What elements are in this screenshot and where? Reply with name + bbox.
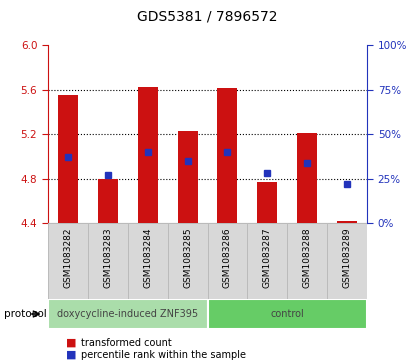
- Bar: [257, 182, 277, 223]
- Text: percentile rank within the sample: percentile rank within the sample: [81, 350, 246, 360]
- Bar: [168, 223, 208, 299]
- Bar: [128, 223, 168, 299]
- Bar: [247, 223, 287, 299]
- Bar: [48, 299, 208, 329]
- Text: ■: ■: [66, 338, 77, 348]
- Bar: [98, 179, 117, 223]
- Bar: [327, 223, 367, 299]
- Text: control: control: [271, 309, 304, 319]
- Text: protocol: protocol: [4, 309, 47, 319]
- Bar: [58, 95, 78, 223]
- Text: GSM1083287: GSM1083287: [263, 227, 272, 288]
- Text: GSM1083284: GSM1083284: [143, 227, 152, 287]
- Bar: [298, 133, 317, 223]
- Text: GSM1083289: GSM1083289: [343, 227, 352, 288]
- Text: doxycycline-induced ZNF395: doxycycline-induced ZNF395: [57, 309, 198, 319]
- Bar: [208, 223, 247, 299]
- Bar: [178, 131, 198, 223]
- Bar: [287, 223, 327, 299]
- Bar: [48, 223, 88, 299]
- Bar: [337, 221, 357, 223]
- Text: ■: ■: [66, 350, 77, 360]
- Text: GSM1083288: GSM1083288: [303, 227, 312, 288]
- Text: GSM1083283: GSM1083283: [103, 227, 112, 288]
- Bar: [138, 86, 158, 223]
- Bar: [217, 87, 237, 223]
- Text: GSM1083286: GSM1083286: [223, 227, 232, 288]
- Text: transformed count: transformed count: [81, 338, 172, 348]
- Text: GSM1083282: GSM1083282: [63, 227, 72, 287]
- Bar: [88, 223, 128, 299]
- Bar: [208, 299, 367, 329]
- Text: GSM1083285: GSM1083285: [183, 227, 192, 288]
- Text: GDS5381 / 7896572: GDS5381 / 7896572: [137, 9, 278, 23]
